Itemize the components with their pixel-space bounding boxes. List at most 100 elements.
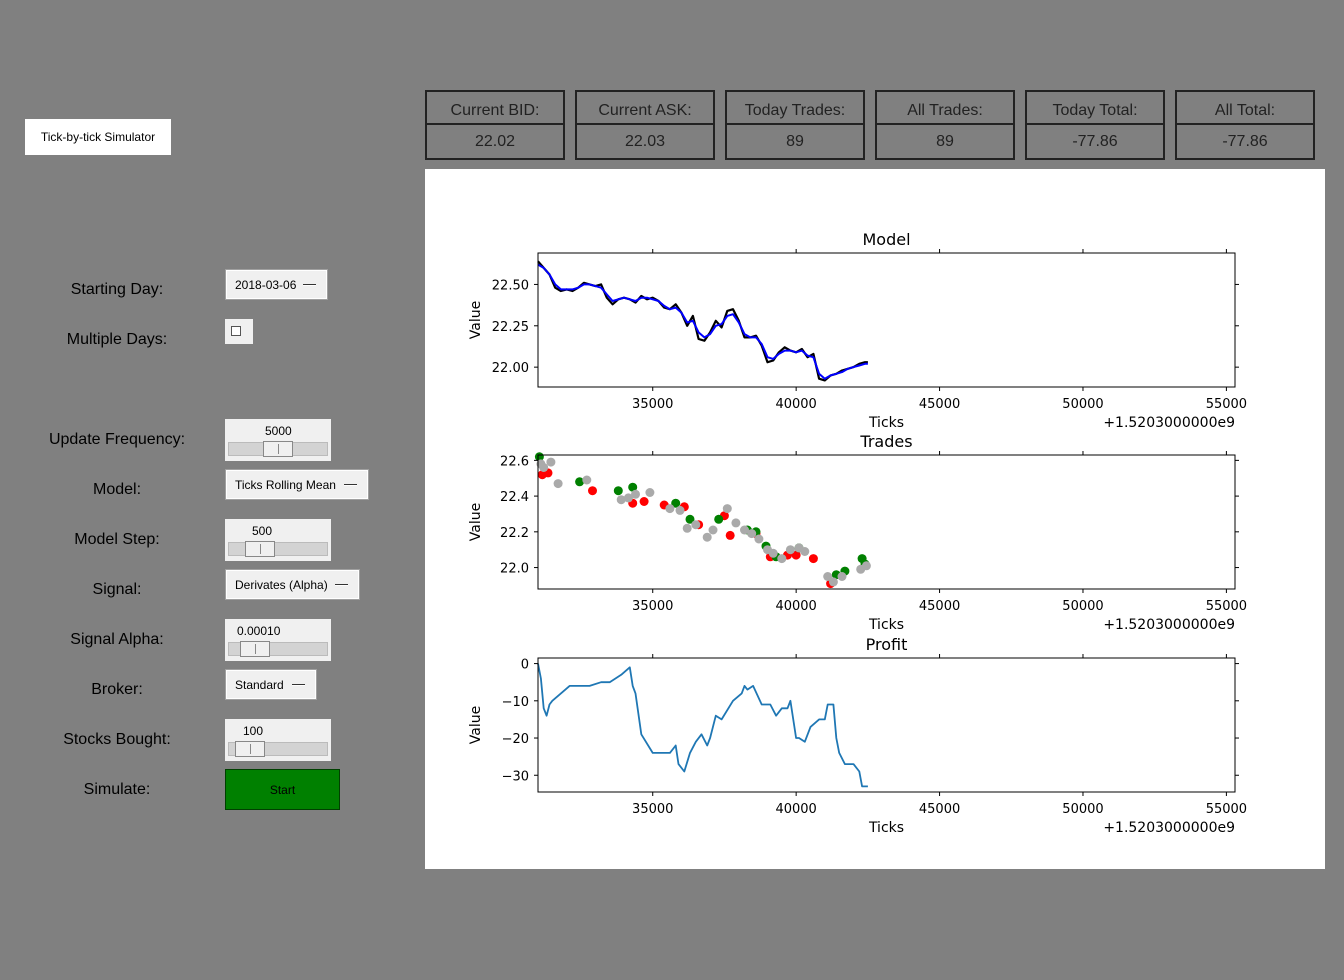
- y-axis-label: Value: [468, 706, 484, 744]
- dropdown-indicator-icon: [303, 283, 316, 286]
- slider-handle[interactable]: [263, 441, 293, 457]
- stat-header: Current BID:: [427, 92, 563, 125]
- starting-day-label: Starting Day:: [70, 281, 164, 298]
- broker-label: Broker:: [91, 681, 143, 698]
- y-axis-label: Value: [468, 503, 484, 541]
- stat-current-bid: Current BID: 22.02: [425, 90, 565, 160]
- y-tick-label: 22.25: [492, 320, 529, 335]
- broker-dropdown[interactable]: Standard: [225, 669, 317, 700]
- data-point: [708, 525, 718, 535]
- data-point: [623, 493, 633, 503]
- series-line: [537, 260, 868, 382]
- stat-all-trades: All Trades: 89: [875, 90, 1015, 160]
- axes-frame: [537, 657, 1236, 793]
- y-tick-label: 22.2: [500, 526, 529, 541]
- data-point: [702, 532, 712, 542]
- data-point: [682, 523, 692, 533]
- x-tick-label: 45000: [919, 397, 960, 412]
- dropdown-indicator-icon: [344, 483, 357, 486]
- y-tick-label: 22.50: [492, 278, 529, 293]
- y-tick-label: −10: [502, 695, 529, 710]
- multiple-days-label: Multiple Days:: [66, 331, 168, 348]
- x-offset-label: +1.5203000000e9: [1103, 415, 1235, 431]
- x-offset-label: +1.5203000000e9: [1103, 820, 1235, 836]
- broker-value: Standard: [235, 677, 284, 692]
- data-point: [671, 498, 681, 508]
- x-tick-label: 35000: [632, 397, 673, 412]
- stocks-bought-value: 100: [243, 724, 264, 738]
- stat-all-total: All Total: -77.86: [1175, 90, 1315, 160]
- x-tick-label: 50000: [1062, 802, 1103, 817]
- start-button[interactable]: Start: [225, 769, 340, 810]
- stat-value: 89: [936, 132, 954, 150]
- x-tick-label: 40000: [775, 397, 816, 412]
- x-tick-label: 45000: [919, 802, 960, 817]
- starting-day-dropdown[interactable]: 2018-03-06: [225, 269, 328, 300]
- data-point: [823, 572, 833, 581]
- stat-today-total: Today Total: -77.86: [1025, 90, 1165, 160]
- slider-handle[interactable]: [240, 641, 270, 657]
- data-point: [808, 554, 818, 564]
- chart-title: Trades: [859, 432, 912, 451]
- y-tick-label: −30: [502, 769, 529, 784]
- dropdown-indicator-icon: [335, 583, 348, 586]
- title-button[interactable]: Tick-by-tick Simulator: [25, 119, 171, 155]
- x-tick-label: 35000: [632, 802, 673, 817]
- axes-frame: [537, 252, 1236, 388]
- signal-alpha-slider[interactable]: 0.00010: [225, 619, 331, 661]
- data-point: [616, 495, 626, 505]
- signal-value: Derivates (Alpha): [235, 577, 328, 592]
- data-point: [645, 488, 655, 497]
- x-tick-label: 35000: [632, 599, 673, 614]
- chart-title: Model: [862, 230, 910, 249]
- stocks-bought-slider[interactable]: 100: [225, 719, 331, 761]
- model-dropdown[interactable]: Ticks Rolling Mean: [225, 469, 369, 500]
- data-point: [582, 475, 592, 485]
- axes-frame: [537, 454, 1236, 590]
- update-frequency-value: 5000: [265, 424, 292, 438]
- y-axis-label: Value: [468, 301, 484, 339]
- data-point: [631, 489, 640, 499]
- slider-handle[interactable]: [235, 741, 265, 757]
- series-line: [537, 663, 868, 788]
- slider-handle[interactable]: [245, 541, 275, 557]
- y-tick-label: 22.4: [500, 490, 529, 505]
- simulate-label: Simulate:: [83, 781, 151, 798]
- update-frequency-slider[interactable]: 5000: [225, 419, 331, 461]
- y-tick-label: −20: [502, 732, 529, 747]
- update-frequency-label: Update Frequency:: [48, 431, 186, 448]
- x-axis-label: Ticks: [868, 415, 904, 431]
- x-tick-label: 55000: [1206, 802, 1247, 817]
- y-tick-label: 22.6: [500, 454, 529, 469]
- model-step-value: 500: [252, 524, 273, 538]
- data-point: [675, 505, 685, 515]
- data-point: [785, 545, 795, 555]
- data-point: [722, 504, 732, 514]
- signal-dropdown[interactable]: Derivates (Alpha): [225, 569, 360, 600]
- data-point: [588, 486, 597, 496]
- checkbox-icon: [231, 326, 241, 336]
- model-step-slider[interactable]: 500: [225, 519, 331, 561]
- data-point: [837, 572, 847, 581]
- data-point: [777, 554, 787, 564]
- x-tick-label: 55000: [1206, 397, 1247, 412]
- model-step-label: Model Step:: [74, 531, 160, 548]
- data-point: [539, 463, 549, 472]
- stat-value: 22.03: [624, 132, 666, 150]
- data-point: [754, 534, 764, 544]
- starting-day-value: 2018-03-06: [235, 277, 297, 292]
- stat-value: 22.02: [474, 132, 516, 150]
- dropdown-indicator-icon: [292, 683, 305, 686]
- data-point: [800, 547, 810, 556]
- stat-header: All Total:: [1177, 92, 1313, 125]
- data-point: [725, 530, 735, 540]
- plot-canvas: Model 35000 40000 45000 50000 55000 22.00 22.25…: [425, 169, 1325, 869]
- stat-today-trades: Today Trades: 89: [725, 90, 865, 160]
- data-point: [553, 479, 563, 489]
- data-point: [628, 482, 638, 492]
- x-tick-label: 50000: [1062, 599, 1103, 614]
- multiple-days-checkbox[interactable]: [225, 319, 253, 344]
- x-tick-label: 55000: [1206, 599, 1247, 614]
- data-point: [665, 504, 675, 514]
